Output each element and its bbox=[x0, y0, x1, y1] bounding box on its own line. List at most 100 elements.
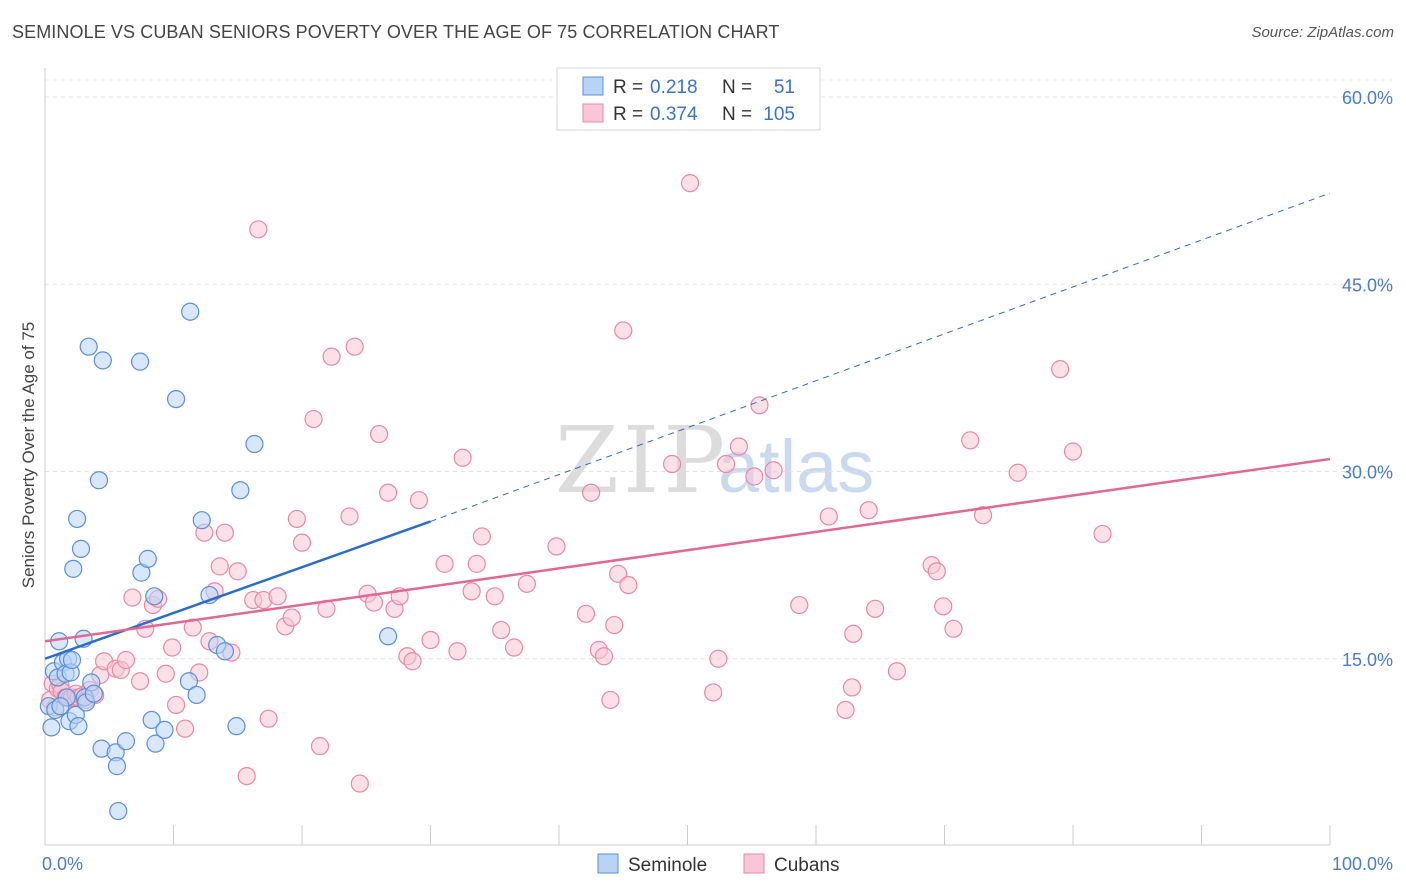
seminole-point bbox=[166, 389, 186, 409]
cubans-point bbox=[130, 672, 150, 691]
stats-r-label: R = bbox=[613, 104, 643, 125]
stats-r-value: 0.218 bbox=[650, 77, 698, 98]
cubans-point bbox=[287, 509, 306, 529]
legend: Seminole Cubans bbox=[597, 853, 840, 876]
x-tick-labels: 0.0% 100.0% bbox=[42, 854, 1393, 874]
cubans-point bbox=[750, 396, 769, 415]
cubans-point bbox=[764, 461, 783, 480]
seminole-point bbox=[130, 352, 150, 371]
cubans-point bbox=[453, 448, 472, 467]
cubans-point bbox=[944, 619, 963, 638]
cubans-point bbox=[517, 574, 536, 593]
cubans-point bbox=[605, 615, 624, 635]
cubans-point bbox=[116, 650, 136, 670]
cubans-point bbox=[609, 564, 628, 583]
cubans-point bbox=[729, 437, 749, 456]
cubans-point bbox=[304, 409, 323, 429]
seminole-point bbox=[138, 549, 157, 568]
cubans-point bbox=[249, 220, 268, 239]
cubans-point bbox=[448, 642, 467, 661]
cubans-point bbox=[594, 647, 614, 666]
cubans-point bbox=[183, 618, 202, 637]
cubans-point bbox=[492, 620, 511, 640]
y-tick-label: 15.0% bbox=[1342, 650, 1393, 670]
seminole-point bbox=[42, 718, 61, 737]
cubans-point bbox=[504, 638, 524, 657]
stats-box: R = 0.218 N = 51 R = 0.374 N = 105 bbox=[556, 67, 821, 131]
watermark-zip: ZIP bbox=[555, 407, 729, 514]
cubans-point bbox=[836, 700, 855, 720]
seminole-point bbox=[181, 302, 200, 321]
cubans-point bbox=[259, 709, 278, 728]
cubans-point bbox=[485, 587, 504, 606]
seminole-point bbox=[79, 337, 98, 356]
cubans-point bbox=[614, 321, 633, 340]
y-tick-labels: 15.0% 30.0% 45.0% 60.0% bbox=[1342, 88, 1393, 670]
seminole-point bbox=[192, 511, 211, 530]
legend-swatch-seminole bbox=[597, 853, 619, 874]
x-tick-label: 100.0% bbox=[1332, 854, 1393, 874]
stats-n-label: N = bbox=[722, 77, 752, 98]
source-credit: Source: ZipAtlas.com bbox=[1251, 24, 1394, 41]
y-tick-label: 30.0% bbox=[1342, 463, 1393, 483]
seminole-point bbox=[89, 471, 109, 490]
seminole-point bbox=[142, 710, 161, 730]
y-axis-label: Seniors Poverty Over the Age of 75 bbox=[19, 322, 38, 588]
cubans-point bbox=[842, 678, 862, 697]
x-tick-label: 0.0% bbox=[42, 854, 83, 874]
seminole-point bbox=[378, 627, 398, 646]
seminole-point bbox=[51, 697, 70, 716]
stats-n-value: 51 bbox=[774, 77, 795, 98]
seminole-point bbox=[215, 642, 234, 661]
cubans-point bbox=[819, 507, 838, 526]
cubans-point bbox=[662, 454, 682, 474]
y-tick-label: 60.0% bbox=[1342, 88, 1393, 108]
grid bbox=[45, 79, 1392, 660]
cubans-point bbox=[350, 774, 369, 793]
seminole-point bbox=[227, 717, 246, 736]
seminole-point bbox=[68, 509, 87, 529]
cubans-point bbox=[462, 582, 481, 601]
seminole-point bbox=[187, 685, 206, 705]
cubans-point bbox=[745, 467, 764, 486]
cubans-point bbox=[887, 662, 907, 681]
stats-swatch-seminole bbox=[582, 76, 604, 96]
cubans-point bbox=[472, 527, 491, 546]
cubans-point bbox=[292, 533, 312, 552]
cubans-point bbox=[934, 597, 953, 616]
seminole-trend-extension bbox=[430, 192, 1331, 522]
cubans-point bbox=[704, 683, 723, 702]
seminole-point bbox=[179, 672, 199, 691]
cubans-point bbox=[310, 737, 330, 756]
cubans-point bbox=[716, 454, 736, 474]
cubans-point bbox=[322, 347, 341, 366]
cubans-point bbox=[1063, 442, 1083, 461]
seminole-point bbox=[245, 434, 264, 454]
cubans-point bbox=[156, 664, 175, 683]
cubans-point bbox=[228, 562, 247, 581]
stats-r-label: R = bbox=[613, 77, 643, 98]
cubans-point bbox=[215, 523, 234, 542]
cubans-point bbox=[409, 491, 429, 510]
cubans-point bbox=[973, 506, 993, 525]
legend-label-cubans: Cubans bbox=[774, 855, 840, 876]
watermark: ZIP atlas bbox=[555, 407, 874, 514]
stats-n-value: 105 bbox=[763, 104, 795, 125]
seminole-point bbox=[69, 717, 88, 736]
cubans-point bbox=[467, 554, 486, 573]
series-seminole bbox=[39, 302, 398, 821]
seminole-point bbox=[155, 720, 174, 740]
cubans-point bbox=[268, 587, 287, 606]
seminole-point bbox=[62, 650, 82, 670]
seminole-point bbox=[145, 587, 164, 606]
legend-label-seminole: Seminole bbox=[628, 855, 707, 876]
cubans-point bbox=[435, 554, 454, 573]
cubans-point bbox=[576, 604, 596, 623]
cubans-point bbox=[790, 595, 809, 615]
cubans-point bbox=[403, 652, 422, 671]
cubans-point bbox=[175, 719, 195, 738]
cubans-point bbox=[709, 649, 728, 668]
cubans-point bbox=[340, 507, 359, 526]
axes bbox=[44, 68, 1331, 846]
cubans-point bbox=[927, 562, 946, 581]
